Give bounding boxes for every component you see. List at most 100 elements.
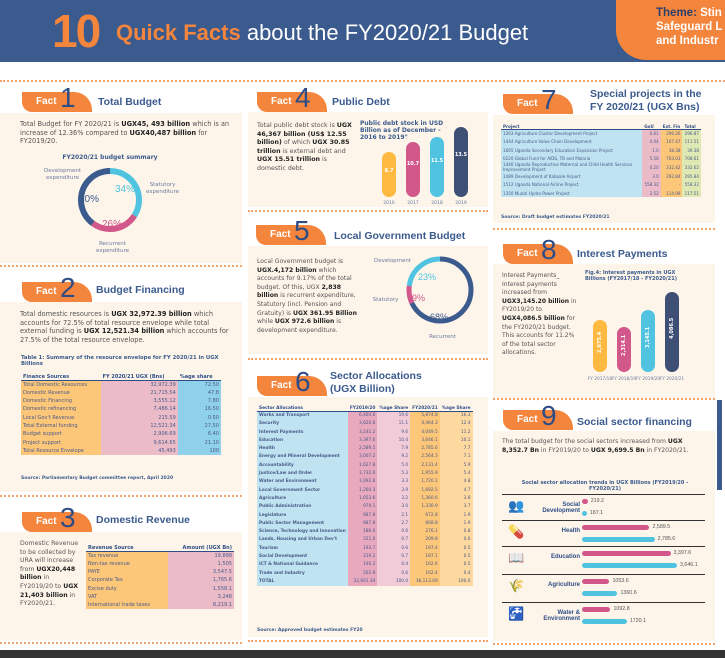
table-cell: 5.3 — [377, 469, 411, 478]
table-cell: 202.8 — [347, 568, 378, 578]
table-cell: Legislature — [257, 510, 348, 520]
slice-value: 9% — [412, 293, 426, 303]
divider — [0, 495, 242, 497]
table-cell: 1,627.8 — [347, 461, 378, 470]
table-cell: 9.2 — [377, 452, 411, 462]
row-divider — [502, 574, 705, 575]
table-cell: 215.59 — [100, 413, 178, 422]
table-cell: Total Resource Envelope — [21, 446, 101, 455]
table-row: Corporate Tax 1,765.6 — [86, 576, 234, 585]
text-span: which accounts for 9.17% of the total bu… — [257, 266, 352, 291]
table-cell: 0220 Global Fund for AIDS, TB and Malari… — [501, 154, 643, 163]
slice-label: Statutory expenditure — [145, 182, 180, 195]
divider — [493, 643, 715, 645]
bar-value: 10.7 — [406, 160, 420, 167]
table-cell: 6,404.6 — [347, 411, 378, 420]
title-highlight: Quick Facts — [116, 20, 241, 45]
x-tick-label: 2019 — [455, 201, 467, 206]
table-cell: 332.62 — [682, 162, 701, 173]
table-header-row: Sector Allocations FY2019/20 %age Share FY2… — [257, 403, 473, 412]
section-title-total-budget: Total Budget — [98, 96, 162, 108]
header-banner: 10 Quick Facts about the FY2020/21 Budge… — [0, 0, 725, 62]
table-cell: 1,260.3 — [347, 485, 378, 495]
table-cell: 39.38 — [682, 145, 701, 155]
table-cell: 21.10 — [177, 438, 221, 447]
section-title-interest-payments: Interest Payments — [577, 248, 668, 260]
table-cell: 5,874.8 — [410, 411, 440, 420]
projects-table: Project GoU Ext. Fin Total 1263 Agriculture … — [501, 121, 701, 198]
row-divider — [502, 520, 705, 521]
table-cell: 209.8 — [410, 535, 440, 545]
table-cell: 1263 Agriculture Cluster Development Pro… — [501, 129, 643, 138]
table-row: Education 3,397.6 10.4 3,646.1 10.1 — [257, 436, 473, 445]
footer-bar — [0, 650, 725, 658]
local-govt-text: Local Government budget is UGX.4,172 bil… — [257, 258, 362, 335]
x-tick-label: FY 2018/19 — [611, 377, 637, 382]
fact-badge-domestic-revenue: Fact 3 — [22, 502, 92, 533]
column-header: Finance Sources — [21, 372, 101, 381]
table-cell: 5.9 — [439, 461, 473, 470]
text-span: in FY2020/21. — [20, 591, 76, 608]
theme-badge: Theme: Stin Safeguard L and Industr — [616, 0, 725, 60]
bold-text: UGX3,145.20 billion — [502, 297, 570, 305]
slice-value: 40% — [79, 194, 100, 205]
total-budget-text: Total Budget for FY 2020/21 is UGX45, 49… — [20, 120, 235, 146]
bar-value: 219.2 — [590, 498, 604, 504]
table-cell: 193.7 — [347, 544, 378, 553]
table-row: Agriculture 1,053.6 3.2 1,360.6 3.8 — [257, 494, 473, 503]
table-row: Total Resource Envelope 45,493 100 — [21, 446, 221, 455]
fact-badge-public-debt: Fact 4 — [257, 82, 327, 113]
column-header: Sector Allocations — [257, 403, 348, 412]
fact-badge-special-projects: Fact 7 — [503, 84, 573, 115]
section-title-special-projects: Special projects in the FY 2020/21 (UGX … — [590, 88, 702, 113]
table-cell: 38.38 — [660, 145, 683, 155]
debt-bar: 11.5 — [430, 137, 444, 197]
fact-number: 8 — [541, 234, 557, 265]
table-cell: 4,049.5 — [410, 427, 440, 437]
table-cell: Security — [257, 419, 348, 428]
bar-value: 4,086.5 — [669, 317, 675, 339]
table-row: VAT 3,248 — [86, 592, 234, 602]
table-cell: VAT — [86, 592, 168, 602]
table-cell: Works and Transport — [257, 411, 348, 420]
table-cell: 296.87 — [682, 129, 701, 138]
table-cell: 3,547.5 — [167, 567, 234, 577]
table-cell: Public Sector Management — [257, 519, 348, 528]
tap-icon: 🚰 — [508, 607, 525, 622]
divider — [0, 265, 242, 267]
table-cell: 27.50 — [177, 421, 221, 431]
table-cell: 7.9 — [377, 444, 411, 453]
column-header: FY 2020/21 UGX (Bns) — [100, 372, 178, 381]
fact-label: Fact — [517, 98, 538, 109]
budget-donut — [78, 168, 142, 232]
table-row: Security 3,620.8 11.1 4,464.3 12.4 — [257, 419, 473, 428]
bold-text: UGX.4,172 billion — [257, 266, 317, 274]
fact-badge-local-government: Fact 5 — [256, 215, 326, 246]
table-cell: 0.61 — [642, 129, 661, 138]
table-cell: 558.32 — [642, 180, 661, 190]
donut-slice — [78, 168, 142, 232]
social-bar — [582, 591, 618, 596]
text-span: Total Budget for FY 2020/21 is — [20, 120, 122, 128]
text-span: for FY2019/20. — [20, 128, 208, 146]
table-cell: 3.3 — [377, 477, 411, 486]
debt-bar: 10.7 — [406, 141, 420, 197]
bar-value: 2,785.6 — [657, 536, 676, 542]
table-cell: 5.0 — [377, 461, 411, 470]
table-cell: Public Administration — [257, 502, 348, 511]
section-body — [493, 431, 715, 641]
table-cell: 0.6 — [377, 527, 411, 536]
text-span: is recurrent expenditure, Statutory (inc… — [257, 292, 356, 317]
side-bar — [717, 400, 722, 490]
table-cell: 3.8 — [439, 494, 473, 503]
table-row: Tax revenue 19,898 — [86, 551, 234, 560]
table-cell: 1,692.5 — [410, 485, 440, 495]
table-row: Project support 9,614.65 21.10 — [21, 438, 221, 447]
bold-text: UGX 361.95 Billion — [293, 309, 357, 317]
table-cell: 3,145.2 — [347, 427, 378, 437]
text-span: in FY2019/20 to — [538, 446, 591, 454]
table-cell: 668.8 — [410, 519, 440, 528]
divider — [0, 80, 725, 82]
donut-slice — [406, 256, 474, 324]
donut-slice — [406, 256, 474, 324]
